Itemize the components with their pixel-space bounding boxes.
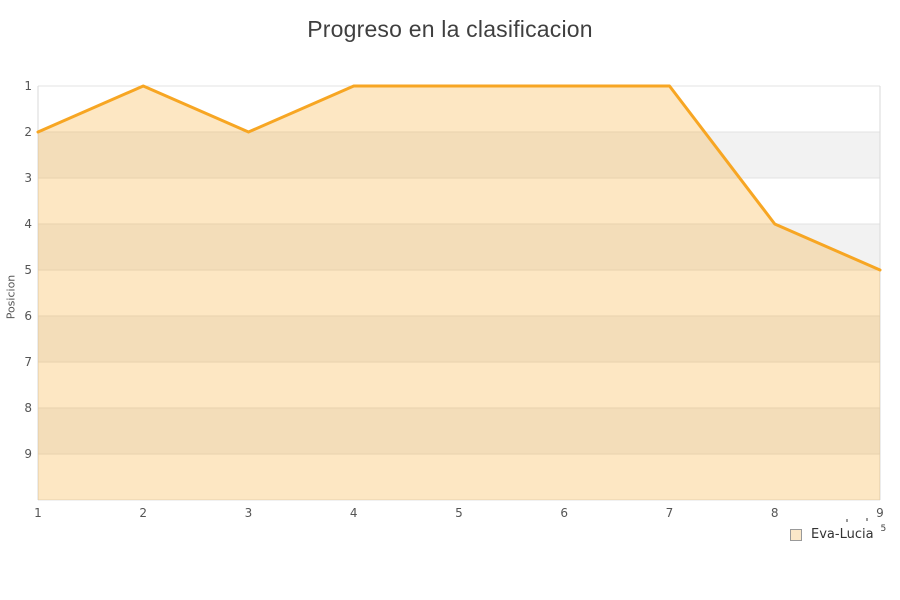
- plot-stripe: [38, 408, 880, 454]
- series-area: [38, 86, 880, 500]
- x-axis-tick-label: 5: [455, 506, 463, 520]
- plot-stripe: [38, 178, 880, 224]
- x-axis-tick-label: 7: [665, 506, 674, 520]
- legend-superscript: 5: [880, 523, 887, 534]
- y-axis-tick-label: 5: [24, 263, 32, 277]
- plot-stripe: [38, 454, 880, 500]
- plot-stripe: [38, 316, 880, 362]
- plot-stripe: [38, 86, 880, 132]
- y-axis-tick-label: 8: [24, 401, 32, 415]
- legend-item-eva-lucia[interactable]: Eva-Lucia 5: [790, 518, 887, 542]
- plot-stripe: [38, 362, 880, 408]
- series-line: [36, 84, 882, 272]
- x-axis-tick-label: 2: [139, 506, 148, 520]
- y-axis-tick-label: 4: [24, 217, 32, 231]
- plot-stripe: [38, 270, 880, 316]
- plot-stripe: [38, 224, 880, 270]
- y-axis-tick-label: 2: [24, 125, 32, 139]
- legend-artifact-mark: [866, 518, 868, 521]
- legend-artifact-mark: [846, 519, 848, 522]
- x-axis-tick-label: 1: [34, 506, 42, 520]
- x-axis-tick-label: 9: [876, 506, 884, 520]
- y-axis-tick-label: 3: [24, 171, 32, 185]
- legend-swatch-icon: [790, 528, 802, 541]
- y-axis-tick-label: 7: [24, 355, 32, 369]
- x-axis-tick-label: 3: [244, 506, 253, 520]
- y-axis-tick-label: 6: [24, 309, 32, 323]
- x-axis-tick-label: 4: [349, 506, 358, 520]
- chart-title: Progreso en la clasificacion: [307, 16, 593, 43]
- legend-label: Eva-Lucia: [811, 527, 874, 542]
- x-axis-tick-label: 6: [560, 506, 569, 520]
- y-axis-tick-label: 9: [24, 447, 32, 461]
- y-axis-tick-label: 1: [24, 79, 32, 93]
- plot-stripe: [38, 132, 880, 178]
- x-axis-tick-label: 8: [770, 506, 779, 520]
